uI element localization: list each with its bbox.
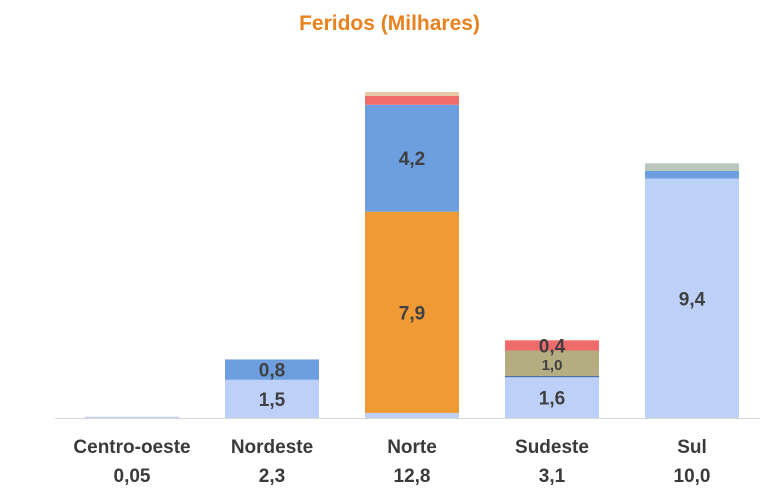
bar-segment-sul-3: [645, 170, 739, 179]
bar-segment-sul-6: [645, 163, 739, 171]
total-label: 12,8: [393, 466, 431, 487]
total-label: 10,0: [673, 466, 711, 487]
bar-segment-nordeste-0: [225, 379, 319, 418]
bar-segment-norte-0: [365, 412, 459, 418]
category-label: Sul: [677, 437, 707, 458]
segment-label: 1,0: [542, 357, 563, 374]
total-label: 2,3: [258, 466, 286, 487]
bar-segment-sudeste-2: [505, 375, 599, 378]
segment-label: 0,4: [539, 336, 566, 357]
chart-title: Feridos (Milhares): [299, 12, 480, 35]
bar-segment-sudeste-5: [505, 340, 599, 351]
bar-segment-norte-7: [365, 92, 459, 96]
bar-segment-nordeste-3: [225, 359, 319, 380]
segment-label: 1,6: [539, 389, 565, 410]
segment-labels-group: 1,5 0,8 7,9 4,2 1,6 1,00,4 9,4: [259, 149, 706, 411]
segment-label: 0,8: [259, 361, 285, 382]
bar-segment-norte-5: [365, 95, 459, 105]
segment-label: 9,4: [679, 289, 706, 310]
total-label: 3,1: [538, 466, 566, 487]
bar-segment-sul-0: [645, 178, 739, 418]
total-label: 0,05: [113, 466, 151, 487]
category-label: Centro-oeste: [73, 437, 191, 458]
bar-segment-centro-oeste-0: [85, 416, 179, 418]
bar-segment-sudeste-0: [505, 377, 599, 418]
category-label: Nordeste: [230, 437, 314, 458]
segment-label: 7,9: [399, 303, 425, 324]
category-label: Sudeste: [515, 437, 589, 458]
category-label: Norte: [387, 437, 437, 458]
bar-segment-norte-1: [365, 211, 459, 413]
bars-group: [85, 92, 739, 418]
bar-segment-norte-3: [365, 104, 459, 212]
bar-segment-sudeste-4: [505, 350, 599, 376]
segment-label: 4,2: [399, 149, 425, 170]
segment-label: 1,5: [259, 390, 286, 411]
